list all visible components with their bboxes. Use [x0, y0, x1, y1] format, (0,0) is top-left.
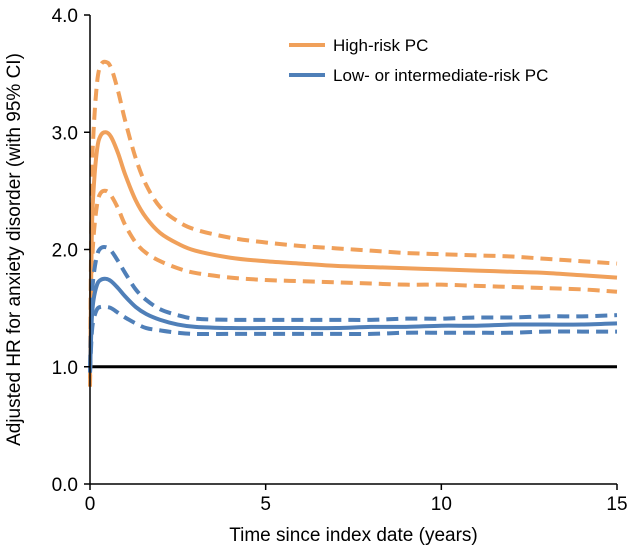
- x-tick-label: 10: [431, 494, 452, 515]
- series-line-low-or-intermediate-risk-pc-lower-95-ci: [88, 304, 617, 373]
- series-line-high-risk-pc-upper-95-ci: [88, 59, 618, 367]
- series-line-high-risk-pc-lower-95-ci: [88, 188, 618, 387]
- plot-area: [88, 59, 618, 387]
- series-line-high-risk-pc: [88, 130, 618, 379]
- y-tick-label: 2.0: [52, 241, 78, 262]
- y-axis-title: Adjusted HR for anxiety disorder (with 9…: [4, 53, 25, 446]
- legend-label-low-risk: Low- or intermediate-risk PC: [333, 66, 548, 85]
- y-tick-label: 1.0: [52, 358, 78, 379]
- series-line-low-or-intermediate-risk-pc-upper-95-ci: [88, 244, 618, 367]
- legend: High-risk PC Low- or intermediate-risk P…: [289, 36, 548, 85]
- y-tick-label: 4.0: [52, 6, 78, 27]
- x-tick-label: 15: [606, 494, 627, 515]
- y-tick-label: 3.0: [52, 123, 78, 144]
- x-axis-title: Time since index date (years): [229, 525, 478, 546]
- series-line-low-or-intermediate-risk-pc: [88, 276, 618, 373]
- x-tick-label: 5: [260, 494, 271, 515]
- tick-labels: 0.0 1.0 2.0 3.0 4.0 0 5 10 15: [52, 6, 628, 515]
- y-tick-label: 0.0: [52, 475, 78, 496]
- legend-label-high-risk: High-risk PC: [333, 36, 428, 55]
- x-tick-label: 0: [85, 494, 96, 515]
